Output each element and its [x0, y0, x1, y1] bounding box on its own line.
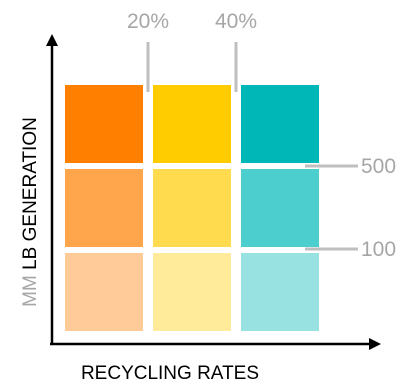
cell-r0-c0	[65, 85, 143, 163]
x-axis-label: RECYCLING RATES	[81, 363, 259, 383]
cell-r0-c2	[241, 85, 319, 163]
cell-r0-c1	[153, 85, 231, 163]
y-tick-label-500: 500	[361, 155, 396, 178]
y-tick-label-100: 100	[361, 238, 396, 261]
cell-r2-c1	[153, 253, 231, 331]
cell-r1-c1	[153, 169, 231, 247]
cell-r2-c2	[241, 253, 319, 331]
matrix-grid	[65, 85, 319, 331]
x-tick-label-40: 40%	[215, 10, 257, 33]
cell-r1-c0	[65, 169, 143, 247]
y-axis-label-prefix: MM	[20, 275, 41, 307]
y-axis-label: MM LB GENERATION	[20, 117, 41, 307]
cell-r1-c2	[241, 169, 319, 247]
x-tick-label-20: 20%	[127, 10, 169, 33]
y-axis-label-main: LB GENERATION	[20, 117, 41, 275]
cell-r2-c0	[65, 253, 143, 331]
